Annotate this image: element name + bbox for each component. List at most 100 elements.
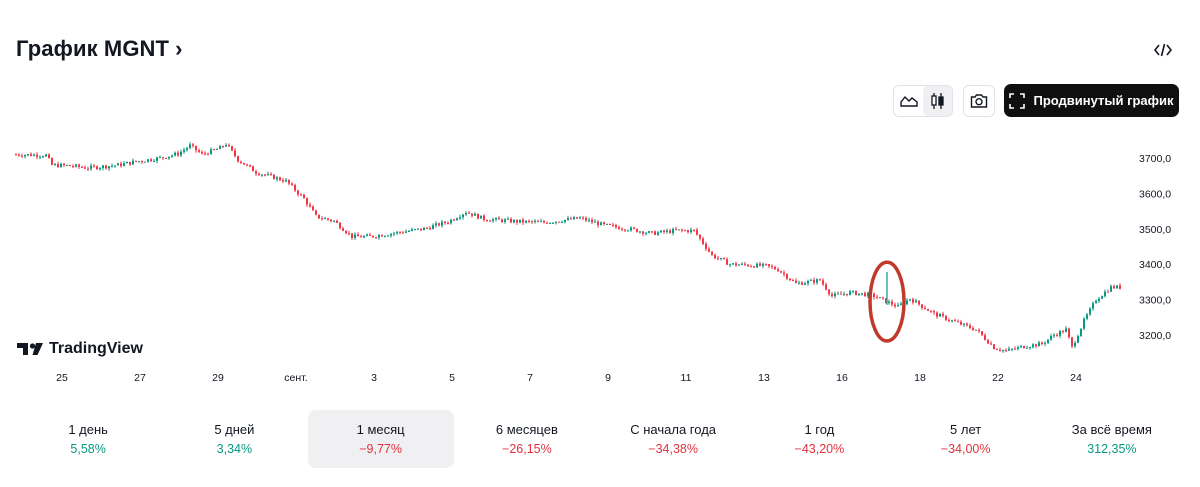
- advanced-chart-button[interactable]: Продвинутый график: [1004, 84, 1179, 117]
- candle: [363, 235, 365, 239]
- candle: [837, 291, 839, 295]
- candle: [444, 220, 446, 225]
- candle: [1089, 307, 1091, 316]
- candle: [102, 164, 104, 171]
- chevron-right-icon[interactable]: ›: [175, 36, 183, 61]
- candle: [228, 143, 230, 148]
- period-change: −34,38%: [648, 442, 698, 456]
- candle: [543, 220, 545, 224]
- candle: [90, 163, 92, 172]
- candle: [51, 157, 53, 166]
- candle: [924, 305, 926, 310]
- candle: [891, 299, 893, 307]
- chart-type-switcher: [893, 85, 953, 117]
- candle: [360, 234, 362, 238]
- candle: [453, 218, 455, 222]
- embed-code-button[interactable]: [1152, 40, 1174, 60]
- period-tab[interactable]: 5 лет −34,00%: [893, 410, 1039, 468]
- candle: [696, 227, 698, 236]
- screenshot-button[interactable]: [963, 85, 995, 117]
- area-chart-button[interactable]: [894, 86, 923, 116]
- candle: [975, 329, 977, 331]
- candle: [1044, 341, 1046, 347]
- candle: [816, 278, 818, 285]
- candle: [183, 147, 185, 154]
- candle: [174, 151, 176, 157]
- candle: [921, 304, 923, 310]
- candle: [930, 310, 932, 314]
- chart-title[interactable]: График MGNT ›: [16, 36, 183, 62]
- candle: [159, 155, 161, 159]
- candle: [201, 150, 203, 155]
- candle: [441, 220, 443, 228]
- candle: [1005, 348, 1007, 353]
- candle: [882, 296, 884, 301]
- period-tab[interactable]: 1 день 5,58%: [15, 410, 161, 468]
- period-tab[interactable]: 5 дней 3,34%: [161, 410, 307, 468]
- candle: [1047, 339, 1049, 345]
- tradingview-logo-text: TradingView: [49, 340, 143, 357]
- candle: [1056, 333, 1058, 337]
- candle: [333, 220, 335, 223]
- candle: [825, 282, 827, 291]
- candle: [765, 263, 767, 266]
- candlestick-chart-button[interactable]: [923, 86, 952, 116]
- candle: [105, 164, 107, 170]
- candle: [1113, 284, 1115, 290]
- y-tick-label: 3200,0: [1139, 330, 1171, 342]
- candle: [1017, 345, 1019, 351]
- period-tab[interactable]: С начала года −34,38%: [600, 410, 746, 468]
- candle: [501, 218, 503, 224]
- candle: [897, 302, 899, 307]
- candle: [846, 293, 848, 297]
- chart-title-text[interactable]: График MGNT: [16, 36, 170, 61]
- candle: [195, 145, 197, 153]
- candle: [243, 162, 245, 165]
- price-chart[interactable]: 3700,0 3600,0 3500,0 3400,0 3300,0 3200,0 25 27…: [0, 130, 1200, 390]
- period-change: −43,20%: [794, 442, 845, 456]
- candle: [447, 220, 449, 225]
- candle: [537, 219, 539, 223]
- candle: [594, 219, 596, 223]
- candle: [1050, 333, 1052, 342]
- candle: [819, 278, 821, 281]
- candle: [969, 323, 971, 330]
- candle: [576, 216, 578, 219]
- candle: [468, 210, 470, 214]
- candle: [519, 219, 521, 224]
- candle: [1062, 329, 1064, 334]
- tradingview-logo[interactable]: TradingView: [17, 340, 143, 358]
- candle: [186, 146, 188, 152]
- candle: [399, 231, 401, 235]
- candle: [666, 228, 668, 234]
- candle: [480, 215, 482, 219]
- candle: [156, 156, 158, 164]
- candle: [207, 152, 209, 156]
- candle: [27, 153, 29, 157]
- candle: [555, 221, 557, 225]
- candle: [237, 155, 239, 163]
- candle: [675, 226, 677, 231]
- candle: [600, 221, 602, 226]
- period-tab[interactable]: За всё время 312,35%: [1039, 410, 1185, 468]
- candle: [759, 261, 761, 267]
- candle: [522, 217, 524, 226]
- candle: [861, 293, 863, 296]
- candle: [267, 171, 269, 176]
- candle: [279, 176, 281, 181]
- x-tick-label: 11: [681, 372, 692, 384]
- candle: [933, 309, 935, 315]
- candle: [633, 226, 635, 230]
- candle: [144, 161, 146, 163]
- period-tab[interactable]: 6 месяцев −26,15%: [454, 410, 600, 468]
- candle: [405, 229, 407, 234]
- candle: [858, 293, 860, 296]
- period-tab[interactable]: 1 год −43,20%: [746, 410, 892, 468]
- candle: [798, 280, 800, 285]
- period-tab[interactable]: 1 месяц −9,77%: [307, 410, 454, 468]
- candle: [474, 212, 476, 216]
- candle: [381, 234, 383, 237]
- fullscreen-icon: [1009, 92, 1026, 109]
- candle: [780, 270, 782, 274]
- candle: [390, 233, 392, 238]
